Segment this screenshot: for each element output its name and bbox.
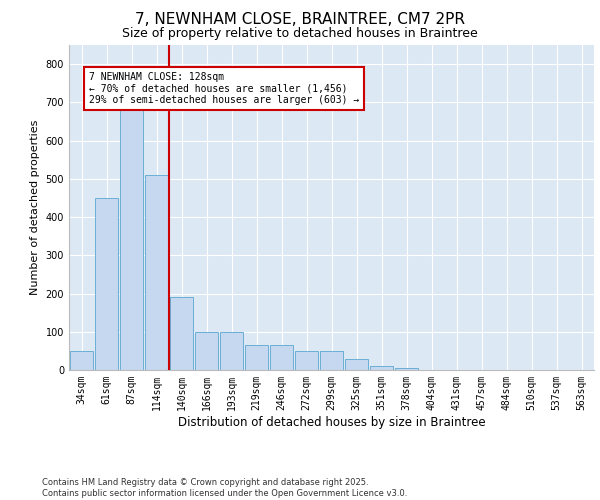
Bar [170,298,193,370]
Bar [220,332,244,370]
X-axis label: Distribution of detached houses by size in Braintree: Distribution of detached houses by size … [178,416,485,428]
Bar [245,345,268,370]
Text: Contains HM Land Registry data © Crown copyright and database right 2025.
Contai: Contains HM Land Registry data © Crown c… [42,478,407,498]
Text: 7, NEWNHAM CLOSE, BRAINTREE, CM7 2PR: 7, NEWNHAM CLOSE, BRAINTREE, CM7 2PR [135,12,465,28]
Bar [119,83,143,370]
Bar [395,368,418,370]
Bar [370,366,394,370]
Text: Size of property relative to detached houses in Braintree: Size of property relative to detached ho… [122,28,478,40]
Bar [320,351,343,370]
Bar [145,175,169,370]
Text: 7 NEWNHAM CLOSE: 128sqm
← 70% of detached houses are smaller (1,456)
29% of semi: 7 NEWNHAM CLOSE: 128sqm ← 70% of detache… [89,72,359,105]
Bar [194,332,218,370]
Bar [70,351,94,370]
Y-axis label: Number of detached properties: Number of detached properties [30,120,40,295]
Bar [344,358,368,370]
Bar [295,351,319,370]
Bar [269,345,293,370]
Bar [95,198,118,370]
